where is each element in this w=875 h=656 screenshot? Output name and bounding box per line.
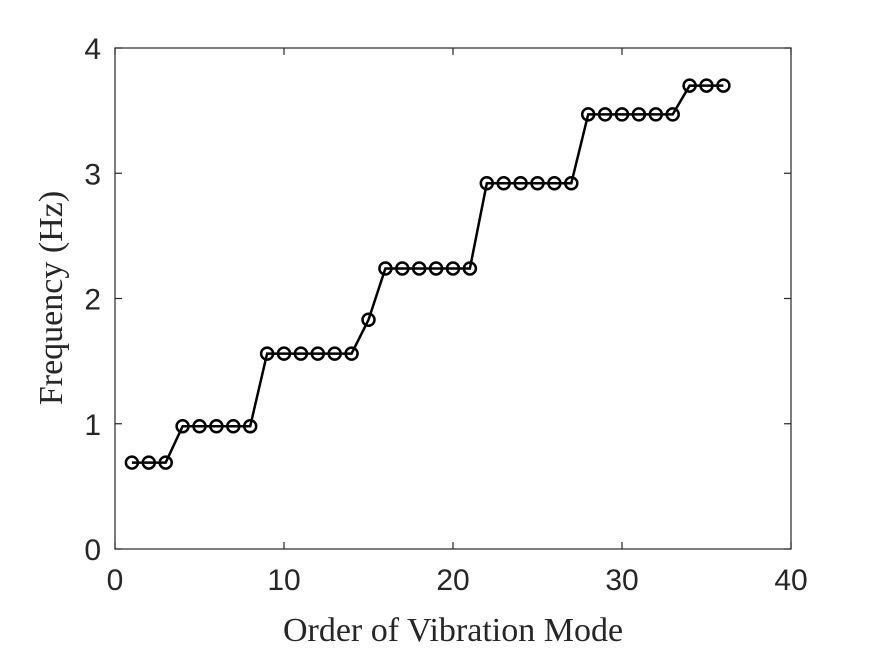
data-point [293, 346, 309, 361]
y-tick-label: 4 [84, 33, 101, 66]
data-point [716, 78, 731, 93]
series-line [131, 84, 724, 464]
data-point [242, 419, 258, 434]
data-point [682, 78, 697, 93]
data-point [479, 176, 495, 191]
data-point [141, 455, 157, 470]
data-point [226, 419, 241, 434]
series-group [124, 78, 731, 470]
x-tick-label: 30 [605, 564, 638, 597]
data-point [530, 176, 545, 191]
data-point [209, 419, 224, 434]
data-point [513, 176, 528, 191]
data-point [597, 107, 613, 122]
data-point [445, 261, 461, 276]
y-tick-label: 0 [84, 534, 101, 567]
data-point [547, 176, 562, 191]
data-point [496, 176, 511, 191]
data-point [327, 346, 342, 361]
data-point [428, 261, 444, 276]
data-point [310, 346, 326, 361]
data-point [580, 107, 596, 122]
tick-labels: 0 10 20 30 40 0 1 2 3 4 [84, 33, 807, 597]
y-tick-label: 3 [84, 158, 101, 191]
data-point [564, 176, 579, 191]
data-point [378, 261, 393, 276]
y-tick-label: 2 [84, 284, 101, 317]
data-point [124, 455, 140, 470]
x-tick-label: 10 [267, 564, 300, 597]
data-point [665, 107, 680, 122]
x-tick-label: 20 [436, 564, 469, 597]
x-tick-label: 40 [774, 564, 807, 597]
data-point [344, 346, 359, 361]
data-point [699, 78, 714, 93]
data-point [175, 419, 190, 434]
data-point [614, 107, 630, 122]
data-point [158, 455, 173, 470]
data-point [361, 312, 376, 328]
axes-box [114, 47, 792, 550]
data-point [411, 261, 427, 276]
y-axis-label: Frequency (Hz) [33, 191, 70, 405]
data-point [276, 346, 292, 361]
plot-area [115, 48, 791, 549]
data-point [395, 261, 410, 276]
y-tick-label: 1 [84, 409, 101, 442]
data-point [259, 346, 275, 361]
x-axis-label: Order of Vibration Mode [283, 612, 623, 649]
data-point [648, 107, 664, 122]
data-point [462, 261, 478, 276]
data-point [631, 107, 647, 122]
x-tick-label: 0 [107, 564, 124, 597]
data-point [192, 419, 207, 434]
